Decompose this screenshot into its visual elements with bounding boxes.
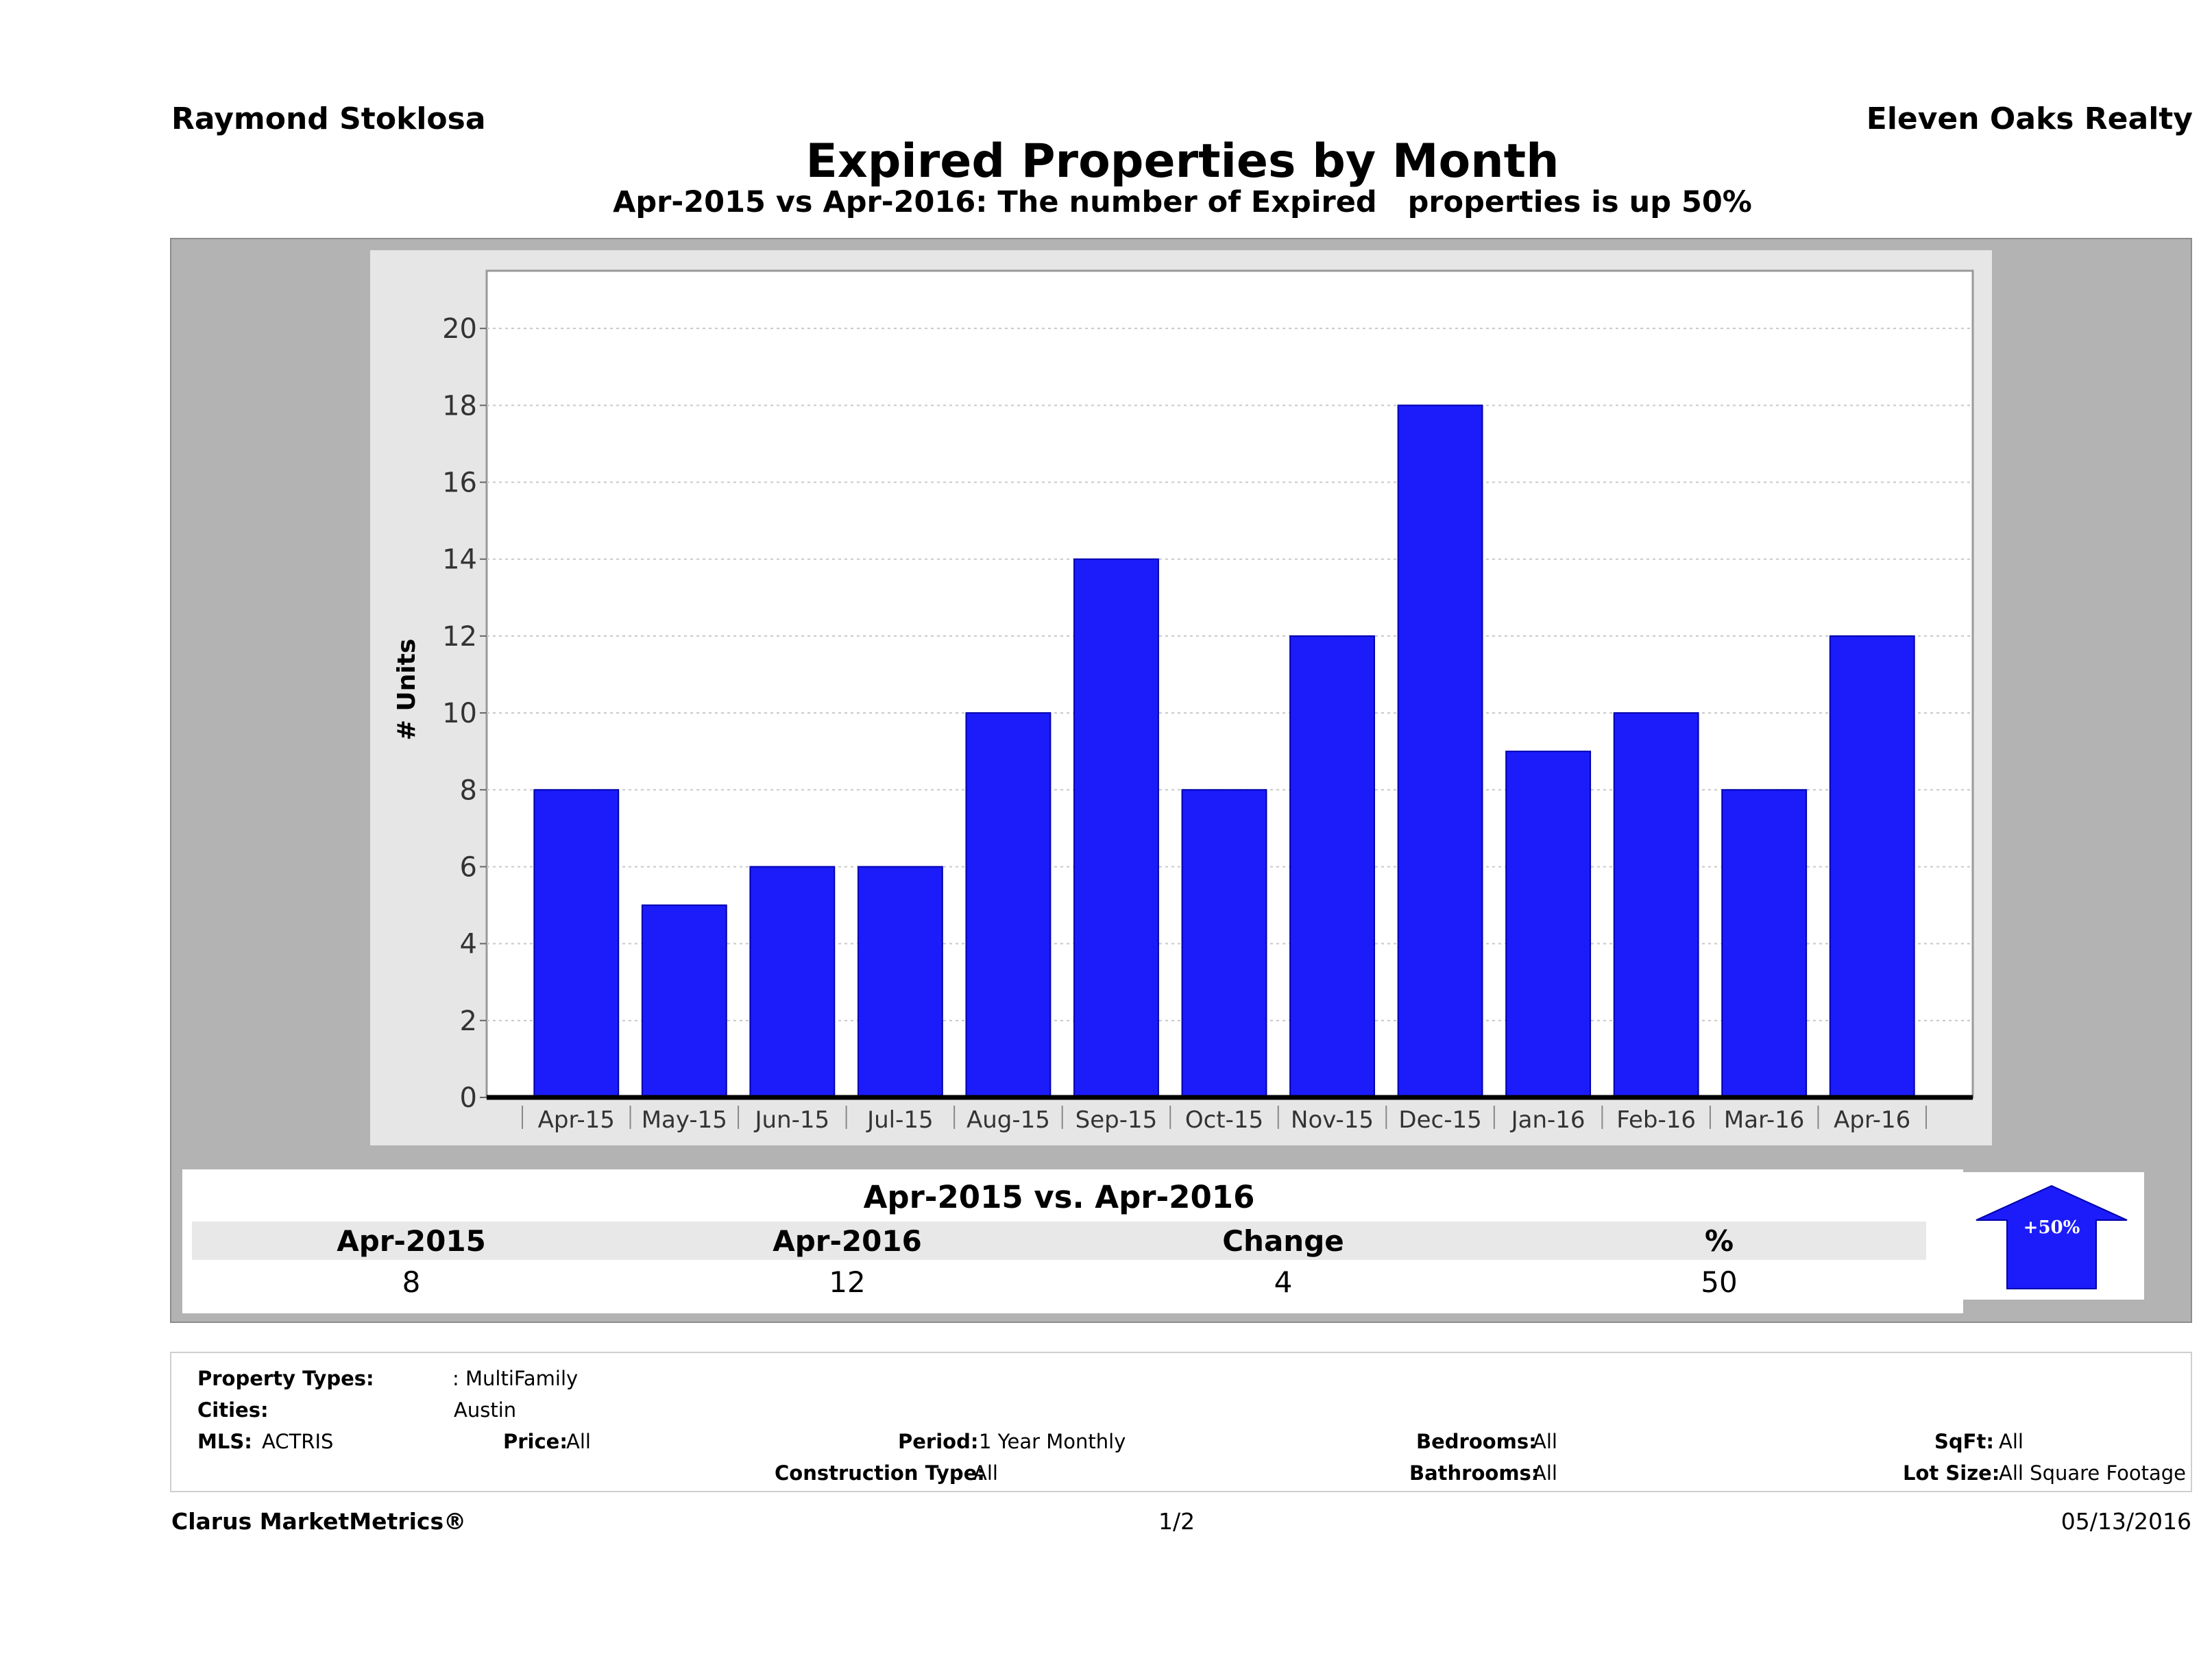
bathrooms-label: Bathrooms: bbox=[1409, 1461, 1540, 1485]
y-tick-label: 8 bbox=[460, 775, 477, 806]
comparison-title: Apr-2015 vs. Apr-2016 bbox=[863, 1179, 1255, 1215]
x-tick-label: Mar-16 bbox=[1724, 1106, 1805, 1134]
bar bbox=[749, 866, 836, 1098]
x-tick-label: Jul-15 bbox=[866, 1106, 934, 1134]
filter-summary: Property Types: : MultiFamily Cities: Au… bbox=[170, 1352, 2192, 1492]
y-tick-label: 2 bbox=[460, 1006, 477, 1037]
bar bbox=[1181, 789, 1267, 1098]
header-apr-2016: Apr-2016 bbox=[773, 1224, 922, 1258]
company-name: Eleven Oaks Realty bbox=[1866, 101, 2193, 136]
y-tick-label: 14 bbox=[442, 544, 477, 576]
period-value: 1 Year Monthly bbox=[979, 1430, 1126, 1453]
footer-brand: Clarus MarketMetrics® bbox=[171, 1508, 467, 1535]
x-tick-label: Jun-15 bbox=[754, 1106, 830, 1134]
chart-title: Expired Properties by Month bbox=[805, 134, 1559, 189]
y-tick-label: 16 bbox=[442, 467, 477, 499]
comparison-title-row: Apr-2015 vs. Apr-2016 bbox=[192, 1175, 1926, 1217]
agent-name: Raymond Stoklosa bbox=[171, 101, 486, 136]
property-types-value: : MultiFamily bbox=[452, 1367, 579, 1390]
value-percent: 50 bbox=[1701, 1265, 1738, 1299]
x-tick-label: Nov-15 bbox=[1291, 1106, 1374, 1134]
value-apr-2016: 12 bbox=[829, 1265, 866, 1299]
change-badge: +50% bbox=[1959, 1172, 2144, 1300]
construction-type-value: All bbox=[973, 1461, 998, 1485]
up-arrow-icon bbox=[1976, 1184, 2128, 1289]
y-axis-label: # Units bbox=[393, 639, 421, 741]
x-tick-label: Apr-16 bbox=[1834, 1106, 1910, 1134]
chart-subtitle: Apr-2015 vs Apr-2016: The number of Expi… bbox=[613, 185, 1752, 219]
cities-label: Cities: bbox=[197, 1398, 269, 1422]
mls-label: MLS: bbox=[197, 1430, 252, 1453]
property-types-label: Property Types: bbox=[197, 1367, 374, 1390]
bar bbox=[1613, 712, 1699, 1098]
y-tick-label: 0 bbox=[460, 1082, 477, 1114]
plot-panel: 0 2 4 6 8 10 12 14 16 18 20 # Units Apr-15 May-15 Jun-… bbox=[370, 250, 1992, 1145]
bar bbox=[1073, 558, 1159, 1098]
y-tick-label: 18 bbox=[442, 390, 477, 422]
construction-type-label: Construction Type: bbox=[775, 1461, 985, 1485]
header-apr-2015: Apr-2015 bbox=[337, 1224, 486, 1258]
lot-size-value: All Square Footage bbox=[1999, 1461, 2187, 1485]
x-tick-label: Dec-15 bbox=[1398, 1106, 1481, 1134]
price-label: Price: bbox=[503, 1430, 568, 1453]
x-tick-label: Jan-16 bbox=[1510, 1106, 1585, 1134]
lot-size-label: Lot Size: bbox=[1903, 1461, 2000, 1485]
comparison-table: Apr-2015 vs. Apr-2016 Apr-2015 Apr-2016 … bbox=[182, 1169, 1963, 1313]
x-tick-label: May-15 bbox=[642, 1106, 727, 1134]
comparison-header-row: Apr-2015 Apr-2016 Change % bbox=[192, 1221, 1926, 1260]
header-percent: % bbox=[1704, 1224, 1734, 1258]
bar bbox=[1829, 635, 1915, 1098]
bar-chart: 0 2 4 6 8 10 12 14 16 18 20 # Units Apr-15 May-15 Jun-… bbox=[393, 269, 1974, 1134]
bar bbox=[1721, 789, 1808, 1098]
cities-value: Austin bbox=[454, 1398, 517, 1422]
x-tick-label: Aug-15 bbox=[967, 1106, 1050, 1134]
x-tick-label: Oct-15 bbox=[1185, 1106, 1263, 1134]
footer-page-number: 1/2 bbox=[1158, 1508, 1195, 1535]
bar bbox=[1289, 635, 1375, 1098]
comparison-value-row: 8 12 4 50 bbox=[192, 1263, 1926, 1301]
price-value: All bbox=[566, 1430, 591, 1453]
x-tick-label: Apr-15 bbox=[538, 1106, 615, 1134]
change-badge-label: +50% bbox=[2023, 1217, 2080, 1238]
value-change: 4 bbox=[1274, 1265, 1293, 1299]
y-tick-label: 12 bbox=[442, 621, 477, 653]
bar bbox=[857, 866, 943, 1098]
period-label: Period: bbox=[898, 1430, 979, 1453]
y-tick-label: 10 bbox=[442, 698, 477, 729]
bedrooms-value: All bbox=[1533, 1430, 1557, 1453]
value-apr-2015: 8 bbox=[402, 1265, 421, 1299]
x-tick-label: Feb-16 bbox=[1616, 1106, 1696, 1134]
bar bbox=[965, 712, 1052, 1098]
mls-value: ACTRIS bbox=[262, 1430, 334, 1453]
bathrooms-value: All bbox=[1533, 1461, 1557, 1485]
bedrooms-label: Bedrooms: bbox=[1416, 1430, 1537, 1453]
bar bbox=[1505, 751, 1592, 1098]
bar bbox=[641, 904, 727, 1099]
y-tick-label: 20 bbox=[442, 313, 477, 345]
x-tick-label: Sep-15 bbox=[1075, 1106, 1158, 1134]
bar bbox=[533, 789, 620, 1098]
bar bbox=[1397, 404, 1483, 1099]
header-change: Change bbox=[1222, 1224, 1344, 1258]
footer-date: 05/13/2016 bbox=[2061, 1508, 2191, 1535]
sqft-value: All bbox=[1999, 1430, 2023, 1453]
y-tick-label: 4 bbox=[460, 929, 477, 960]
sqft-label: SqFt: bbox=[1934, 1430, 1994, 1453]
y-tick-label: 6 bbox=[460, 851, 477, 883]
